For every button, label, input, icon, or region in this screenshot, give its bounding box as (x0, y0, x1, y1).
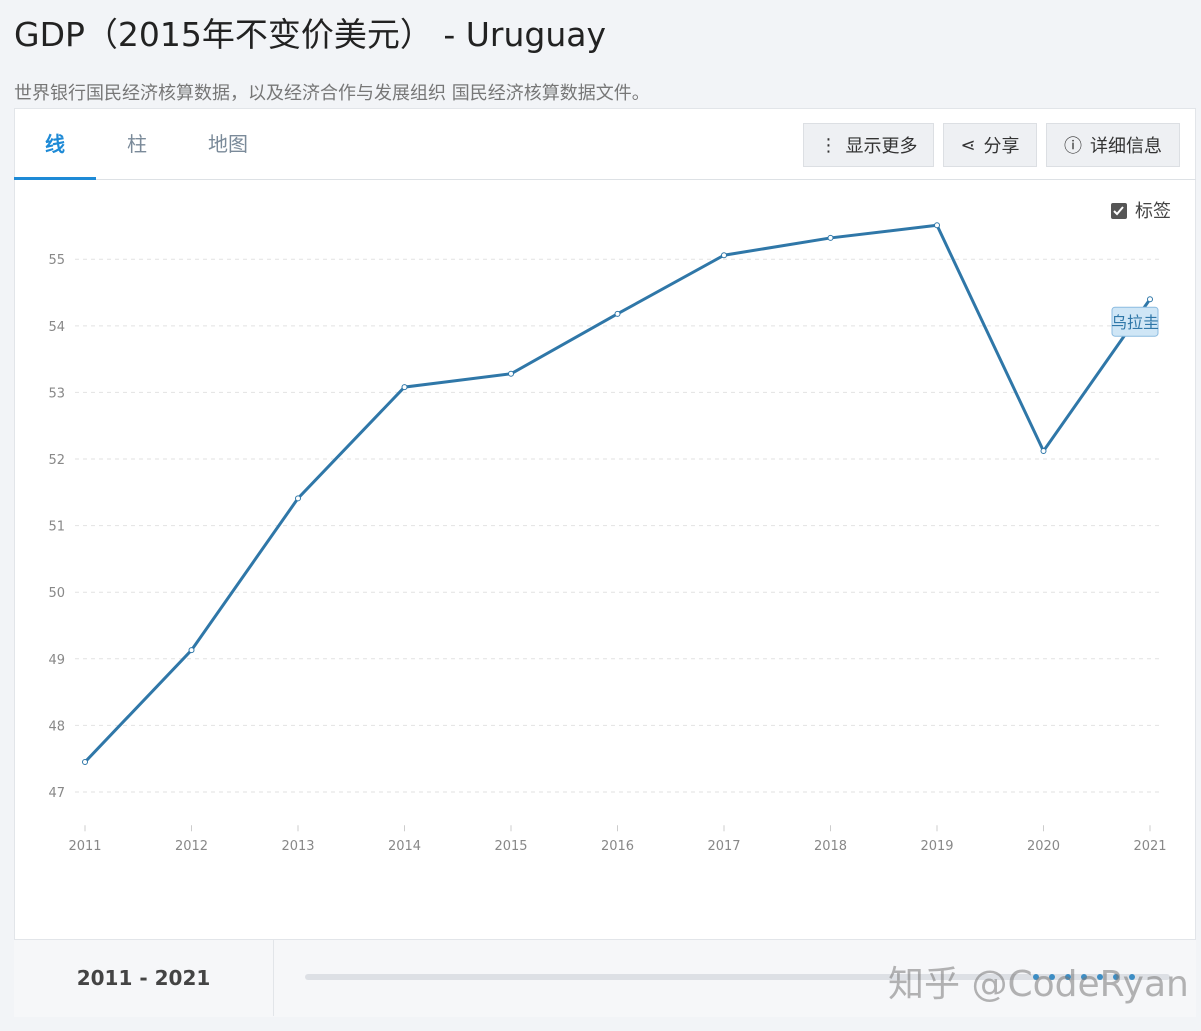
y-tick-label: 51 (48, 520, 65, 535)
page-title: GDP（2015年不变价美元） - Uruguay (14, 15, 607, 54)
data-point (614, 310, 621, 317)
checkmark (1113, 206, 1124, 216)
data-point (508, 370, 514, 377)
range-slider[interactable] (305, 974, 1170, 980)
data-point (1040, 448, 1047, 455)
watermark: 知乎 @CodeRyan (888, 964, 1189, 1005)
x-tick-label: 2021 (1133, 839, 1166, 854)
x-tick-label: 2017 (707, 839, 740, 854)
y-tick-label: 48 (48, 719, 65, 734)
x-tick-label: 2015 (494, 839, 527, 854)
x-tick-label: 2012 (175, 839, 208, 854)
button-label: 显示更多 (845, 136, 918, 157)
y-tick-label: 50 (48, 586, 65, 601)
x-tick-label: 2019 (920, 839, 953, 854)
icon: ⓘ (1064, 136, 1082, 157)
y-tick-label: 54 (48, 320, 65, 335)
y-tick-label: 53 (48, 386, 65, 401)
series-label: 乌拉圭 (1111, 313, 1159, 332)
label-toggle: 标签 (1135, 201, 1171, 222)
data-point (721, 252, 727, 259)
share-button[interactable]: ⋖ 分享 (943, 123, 1037, 167)
data-point (188, 647, 195, 654)
x-tick-label: 2020 (1027, 839, 1060, 854)
button-label: 分享 (983, 136, 1020, 157)
data-point (295, 495, 301, 502)
data-point (401, 384, 408, 391)
series-label-box (1111, 306, 1159, 337)
tab[interactable]: 线 (45, 132, 65, 156)
tab-indicator (14, 177, 96, 180)
data-point (934, 222, 940, 229)
details-button[interactable]: ⓘ 详细信息 (1046, 123, 1180, 167)
series-line (83, 223, 1152, 764)
data-point (827, 234, 834, 241)
x-tick-label: 2016 (601, 839, 634, 854)
page-subtitle: 世界银行国民经济核算数据，以及经济合作与发展组织 国民经济核算数据文件。 (14, 83, 650, 104)
more-button[interactable]: ⋮ 显示更多 (803, 123, 934, 167)
slider-dots (1033, 974, 1135, 980)
tab[interactable]: 地图 (208, 132, 248, 156)
y-tick-label: 49 (48, 653, 65, 668)
x-tick-label: 2014 (388, 839, 421, 854)
icon: ⋖ (960, 134, 976, 156)
y-tick-label: 55 (48, 253, 65, 268)
x-tick-label: 2018 (814, 839, 847, 854)
y-tick-label: 47 (48, 786, 65, 801)
data-point (82, 759, 88, 766)
x-tick-label: 2013 (281, 839, 314, 854)
tab-divider (14, 179, 1196, 180)
data-point (1147, 296, 1153, 303)
tab[interactable]: 柱 (127, 132, 147, 156)
y-tick-label: 52 (48, 453, 65, 468)
x-tick-label: 2011 (68, 839, 101, 854)
range-text: 2011 - 2021 (14, 940, 274, 1016)
button-label: 详细信息 (1090, 136, 1162, 157)
icon: ⋮ (819, 134, 838, 156)
